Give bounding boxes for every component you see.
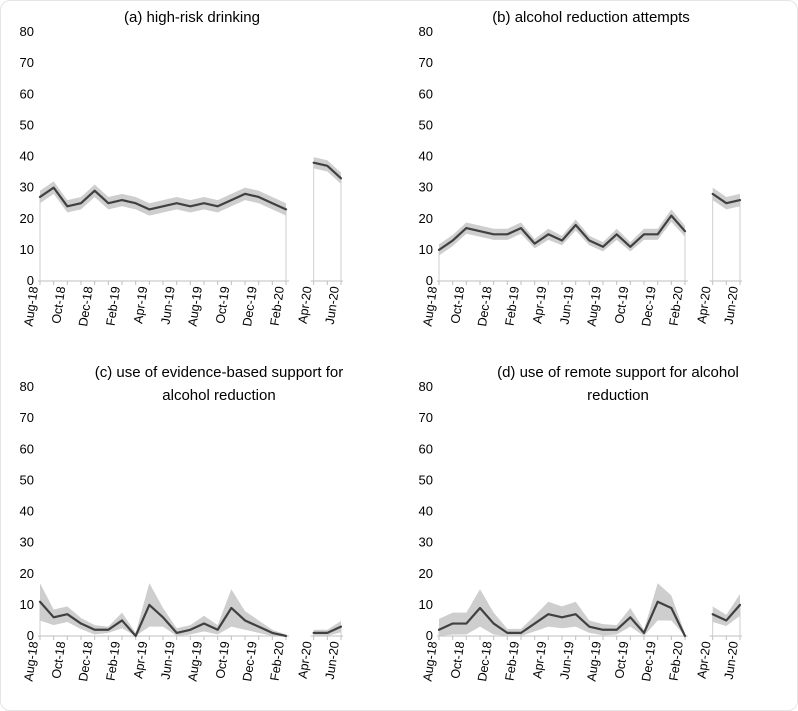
svg-text:Jun-20: Jun-20 bbox=[323, 640, 342, 680]
svg-text:(c) use of evidence-based supp: (c) use of evidence-based support for bbox=[95, 364, 343, 381]
svg-text:Jun-19: Jun-19 bbox=[557, 640, 576, 680]
svg-text:Dec-19: Dec-19 bbox=[240, 285, 259, 327]
svg-text:Jun-20: Jun-20 bbox=[323, 285, 342, 325]
svg-text:70: 70 bbox=[419, 55, 433, 70]
svg-text:Aug-18: Aug-18 bbox=[21, 640, 40, 682]
svg-text:Aug-18: Aug-18 bbox=[420, 285, 439, 327]
svg-text:40: 40 bbox=[20, 504, 34, 519]
svg-text:50: 50 bbox=[419, 472, 433, 487]
svg-text:70: 70 bbox=[419, 410, 433, 425]
svg-text:80: 80 bbox=[419, 24, 433, 39]
svg-text:alcohol reduction: alcohol reduction bbox=[162, 387, 275, 404]
svg-text:Dec-19: Dec-19 bbox=[240, 640, 259, 682]
svg-text:Oct-19: Oct-19 bbox=[213, 285, 232, 324]
svg-text:reduction: reduction bbox=[587, 387, 649, 404]
svg-text:Aug-19: Aug-19 bbox=[185, 640, 204, 682]
svg-text:Apr-20: Apr-20 bbox=[296, 285, 315, 324]
svg-text:60: 60 bbox=[20, 86, 34, 101]
svg-text:(b) alcohol reduction attempts: (b) alcohol reduction attempts bbox=[492, 9, 690, 26]
svg-text:Jun-19: Jun-19 bbox=[158, 640, 177, 680]
svg-text:80: 80 bbox=[20, 24, 34, 39]
svg-text:50: 50 bbox=[419, 117, 433, 132]
svg-text:60: 60 bbox=[419, 441, 433, 456]
svg-text:10: 10 bbox=[419, 242, 433, 257]
svg-text:70: 70 bbox=[20, 410, 34, 425]
svg-text:10: 10 bbox=[20, 242, 34, 257]
svg-text:Jun-20: Jun-20 bbox=[722, 285, 741, 325]
svg-text:Oct-19: Oct-19 bbox=[612, 640, 631, 679]
svg-text:Aug-18: Aug-18 bbox=[420, 640, 439, 682]
svg-text:Feb-19: Feb-19 bbox=[503, 640, 522, 681]
svg-text:30: 30 bbox=[419, 535, 433, 550]
svg-text:Jun-20: Jun-20 bbox=[722, 640, 741, 680]
svg-text:Dec-19: Dec-19 bbox=[639, 640, 658, 682]
svg-text:20: 20 bbox=[20, 211, 34, 226]
svg-text:Aug-19: Aug-19 bbox=[584, 640, 603, 682]
svg-text:Apr-20: Apr-20 bbox=[296, 640, 315, 679]
svg-text:(d) use of remote support for: (d) use of remote support for alcohol bbox=[497, 364, 739, 381]
svg-text:20: 20 bbox=[20, 566, 34, 581]
svg-text:Apr-20: Apr-20 bbox=[695, 285, 714, 324]
svg-text:Apr-19: Apr-19 bbox=[131, 285, 150, 324]
svg-text:Oct-18: Oct-18 bbox=[448, 285, 467, 324]
svg-text:Feb-19: Feb-19 bbox=[104, 285, 123, 326]
svg-text:50: 50 bbox=[20, 117, 34, 132]
svg-text:Aug-19: Aug-19 bbox=[584, 285, 603, 327]
svg-text:Apr-19: Apr-19 bbox=[530, 285, 549, 324]
svg-text:(a) high-risk drinking: (a) high-risk drinking bbox=[124, 9, 260, 26]
svg-text:30: 30 bbox=[20, 535, 34, 550]
svg-text:Feb-20: Feb-20 bbox=[268, 285, 287, 326]
svg-text:Oct-19: Oct-19 bbox=[612, 285, 631, 324]
svg-text:Dec-19: Dec-19 bbox=[639, 285, 658, 327]
svg-text:50: 50 bbox=[20, 472, 34, 487]
svg-text:30: 30 bbox=[419, 180, 433, 195]
svg-text:80: 80 bbox=[20, 379, 34, 394]
svg-text:Dec-18: Dec-18 bbox=[76, 285, 95, 327]
svg-text:Apr-20: Apr-20 bbox=[695, 640, 714, 679]
svg-text:20: 20 bbox=[419, 566, 433, 581]
svg-text:Dec-18: Dec-18 bbox=[475, 285, 494, 327]
svg-text:30: 30 bbox=[20, 180, 34, 195]
svg-text:Aug-18: Aug-18 bbox=[21, 285, 40, 327]
svg-text:Oct-18: Oct-18 bbox=[49, 285, 68, 324]
svg-text:40: 40 bbox=[20, 149, 34, 164]
svg-text:Aug-19: Aug-19 bbox=[185, 285, 204, 327]
svg-text:40: 40 bbox=[419, 504, 433, 519]
svg-text:Feb-20: Feb-20 bbox=[667, 285, 686, 326]
svg-text:40: 40 bbox=[419, 149, 433, 164]
svg-text:60: 60 bbox=[419, 86, 433, 101]
svg-text:10: 10 bbox=[419, 597, 433, 612]
svg-text:Apr-19: Apr-19 bbox=[131, 640, 150, 679]
svg-text:Oct-19: Oct-19 bbox=[213, 640, 232, 679]
svg-text:Feb-20: Feb-20 bbox=[667, 640, 686, 681]
svg-text:20: 20 bbox=[419, 211, 433, 226]
svg-text:Apr-19: Apr-19 bbox=[530, 640, 549, 679]
svg-text:Oct-18: Oct-18 bbox=[49, 640, 68, 679]
svg-text:10: 10 bbox=[20, 597, 34, 612]
svg-text:Feb-19: Feb-19 bbox=[503, 285, 522, 326]
svg-text:Jun-19: Jun-19 bbox=[557, 285, 576, 325]
svg-text:Dec-18: Dec-18 bbox=[475, 640, 494, 682]
svg-text:Oct-18: Oct-18 bbox=[448, 640, 467, 679]
svg-text:80: 80 bbox=[419, 379, 433, 394]
svg-text:Feb-19: Feb-19 bbox=[104, 640, 123, 681]
svg-text:Feb-20: Feb-20 bbox=[268, 640, 287, 681]
svg-text:Jun-19: Jun-19 bbox=[158, 285, 177, 325]
svg-text:60: 60 bbox=[20, 441, 34, 456]
svg-text:70: 70 bbox=[20, 55, 34, 70]
svg-text:Dec-18: Dec-18 bbox=[76, 640, 95, 682]
